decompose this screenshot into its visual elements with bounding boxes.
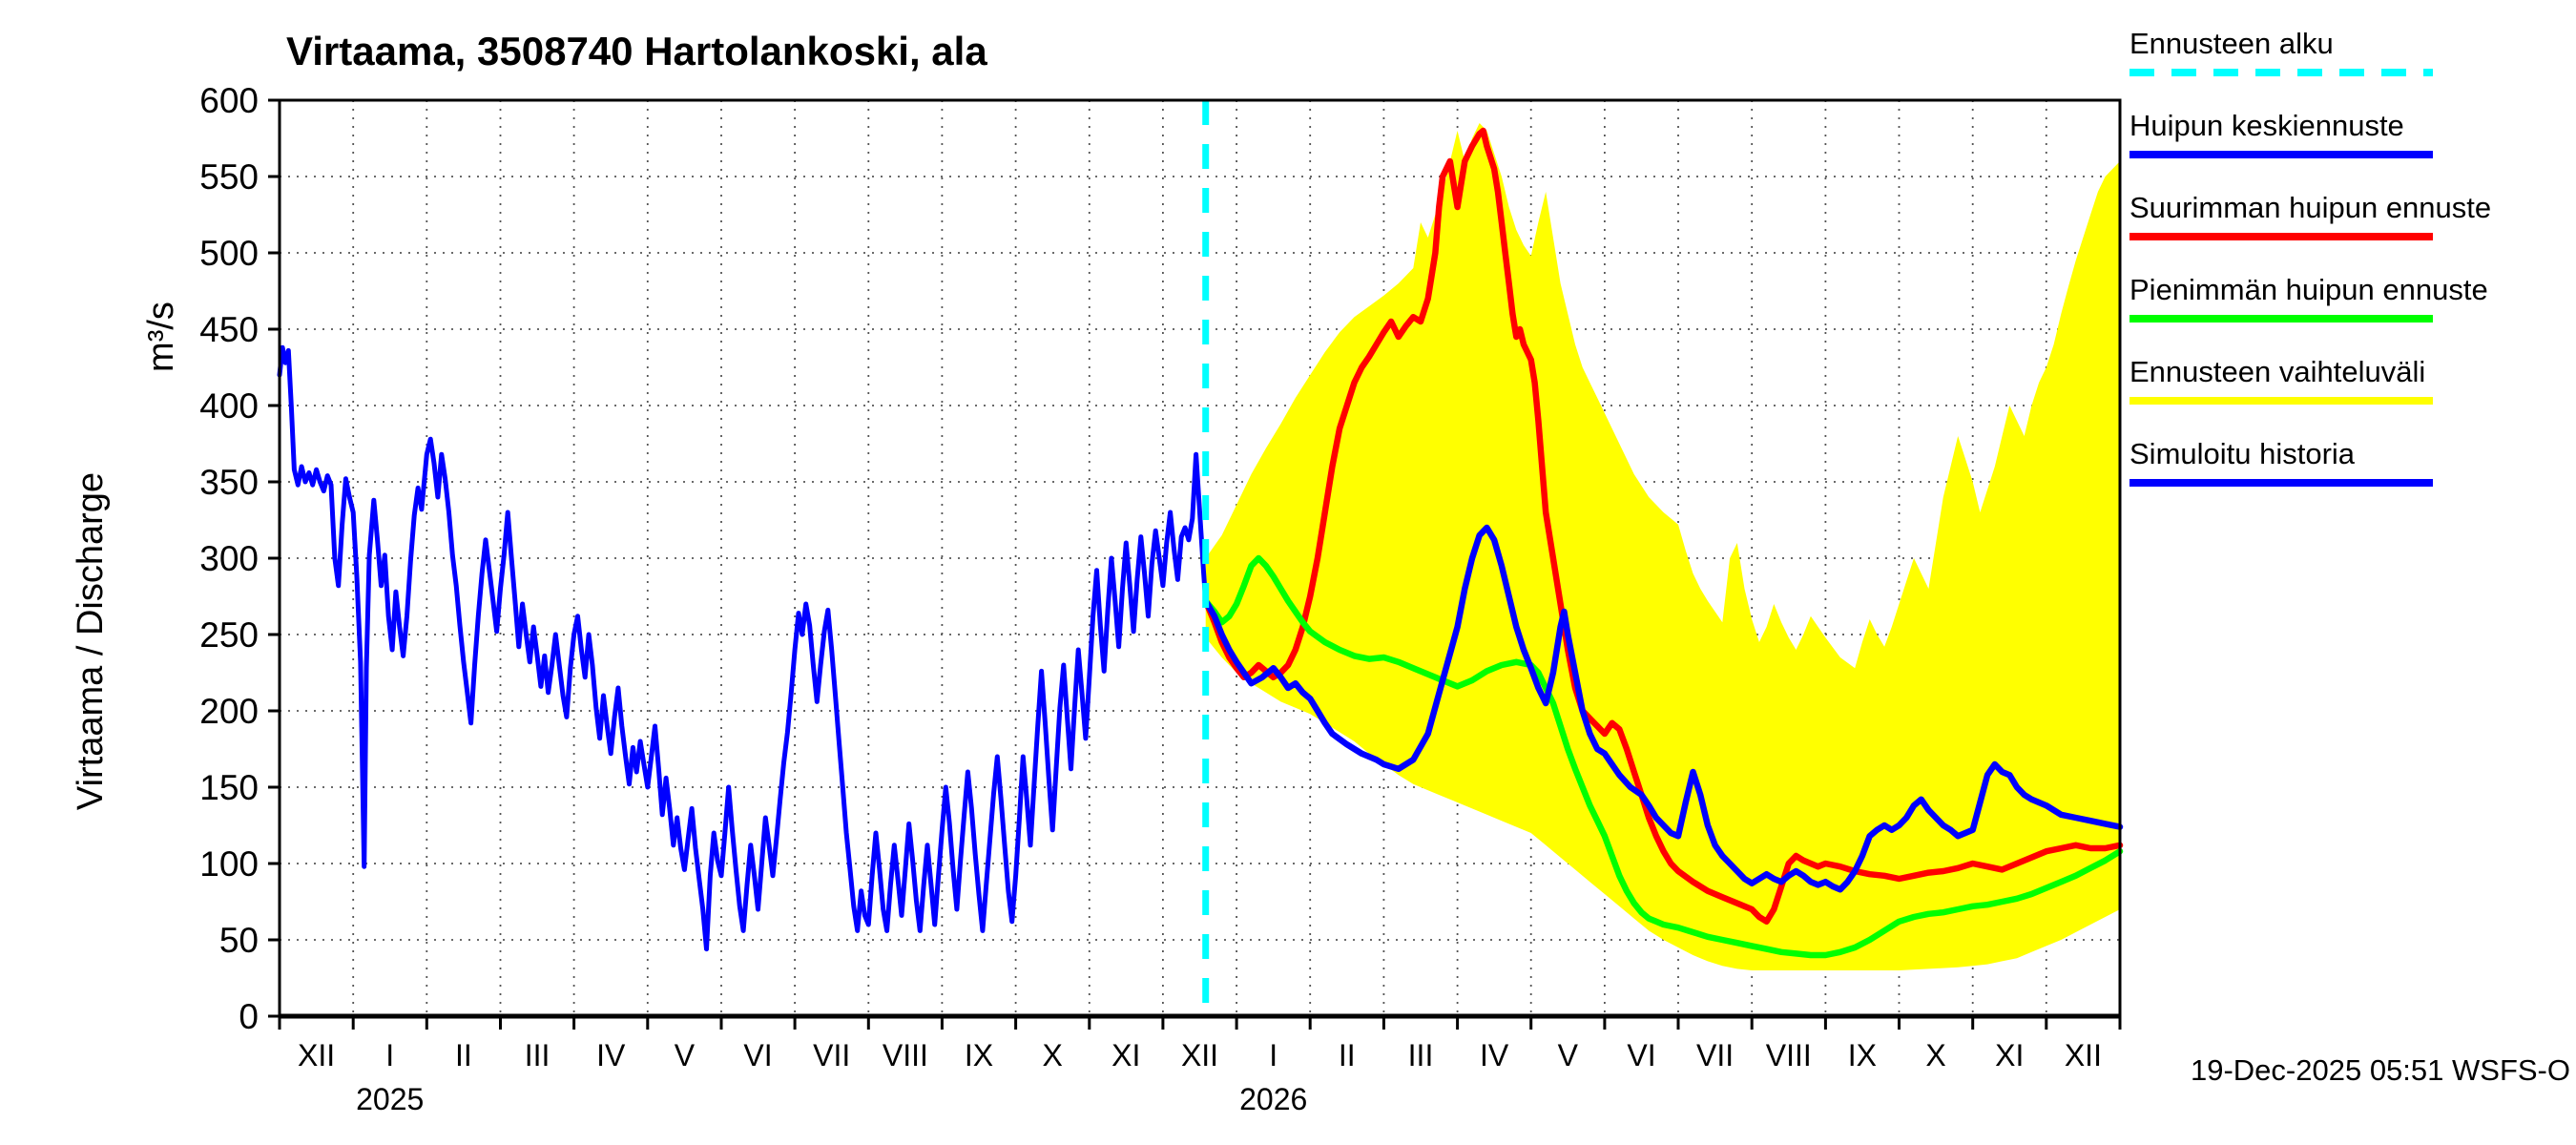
x-tick-label: XII — [298, 1038, 335, 1072]
generation-timestamp: 19-Dec-2025 05:51 WSFS-O — [2190, 1053, 2570, 1087]
x-tick-label: V — [1558, 1038, 1579, 1072]
year-label: 2025 — [356, 1082, 424, 1116]
legend-item-ennusteen-alku: Ennusteen alku — [2129, 27, 2491, 76]
y-tick-label: 350 — [199, 463, 259, 502]
y-tick-label: 50 — [219, 921, 259, 960]
legend-label: Ennusteen vaihteluväli — [2129, 355, 2426, 388]
x-tick-label: III — [1408, 1038, 1434, 1072]
legend-item-simuloitu-historia: Simuloitu historia — [2129, 437, 2491, 487]
y-tick-label: 0 — [239, 997, 259, 1036]
series-pienimm-n-huipun-ennuste — [1202, 554, 2124, 959]
x-tick-label: VII — [813, 1038, 850, 1072]
legend-label: Huipun keskiennuste — [2129, 109, 2404, 142]
legend-line-swatch-green — [2129, 315, 2433, 323]
x-tick-label: III — [525, 1038, 551, 1072]
series-ennusteen-vaihteluv-li — [1205, 123, 2120, 970]
x-tick-label: II — [455, 1038, 472, 1072]
x-tick-label: IX — [965, 1038, 993, 1072]
x-tick-label: X — [1043, 1038, 1063, 1072]
y-tick-label: 450 — [199, 310, 259, 349]
legend-item-suurimman-huipun-ennuste: Suurimman huipun ennuste — [2129, 191, 2491, 240]
x-tick-label: I — [1269, 1038, 1278, 1072]
legend-line-swatch-red — [2129, 233, 2433, 240]
y-tick-label: 550 — [199, 157, 259, 197]
year-label: 2026 — [1239, 1082, 1307, 1116]
x-tick-label: IX — [1848, 1038, 1877, 1072]
legend-item-huipun-keskiennuste: Huipun keskiennuste — [2129, 109, 2491, 158]
y-axis-label: Virtaama / Discharge — [71, 471, 111, 811]
legend-item-pienimman-huipun-ennuste: Pienimmän huipun ennuste — [2129, 273, 2491, 323]
x-tick-label: II — [1339, 1038, 1356, 1072]
legend-label: Pienimmän huipun ennuste — [2129, 273, 2488, 306]
x-tick-label: XII — [1181, 1038, 1218, 1072]
legend-label: Ennusteen alku — [2129, 27, 2334, 60]
series-suurimman-huipun-ennuste — [1202, 127, 2124, 926]
x-tick-label: V — [675, 1038, 696, 1072]
y-tick-label: 300 — [199, 539, 259, 578]
y-axis-unit-label: m³/s — [141, 302, 181, 372]
x-tick-label: I — [385, 1038, 394, 1072]
legend-line-swatch-yellow — [2129, 397, 2433, 405]
x-tick-label: XI — [1111, 1038, 1140, 1072]
legend-label: Suurimman huipun ennuste — [2129, 191, 2492, 224]
y-tick-label: 250 — [199, 615, 259, 655]
legend: Ennusteen alku Huipun keskiennuste Suuri… — [2129, 27, 2491, 519]
x-tick-label: IV — [1480, 1038, 1509, 1072]
chart-title: Virtaama, 3508740 Hartolankoski, ala — [286, 29, 987, 73]
y-tick-label: 200 — [199, 692, 259, 731]
x-tick-label: VIII — [1766, 1038, 1812, 1072]
x-tick-label: VII — [1696, 1038, 1734, 1072]
x-tick-label: VI — [743, 1038, 772, 1072]
legend-label: Simuloitu historia — [2129, 437, 2356, 470]
x-tick-label: X — [1925, 1038, 1945, 1072]
y-tick-label: 600 — [199, 81, 259, 120]
y-tick-label: 500 — [199, 234, 259, 273]
x-tick-label: VI — [1627, 1038, 1655, 1072]
legend-line-swatch-blue-history — [2129, 479, 2433, 487]
legend-item-ennusteen-vaihteluvali: Ennusteen vaihteluväli — [2129, 355, 2491, 405]
series-huipun-keskiennuste — [1202, 524, 2124, 893]
y-tick-label: 100 — [199, 844, 259, 884]
x-tick-label: IV — [596, 1038, 626, 1072]
x-tick-label: XII — [2065, 1038, 2102, 1072]
legend-line-swatch-blue — [2129, 151, 2433, 158]
legend-line-swatch-cyan-dashed — [2129, 69, 2433, 76]
series-simuloitu-historia — [277, 344, 1209, 952]
x-tick-label: VIII — [883, 1038, 928, 1072]
x-tick-label: XI — [1995, 1038, 2024, 1072]
y-tick-label: 400 — [199, 386, 259, 426]
y-tick-label: 150 — [199, 768, 259, 807]
